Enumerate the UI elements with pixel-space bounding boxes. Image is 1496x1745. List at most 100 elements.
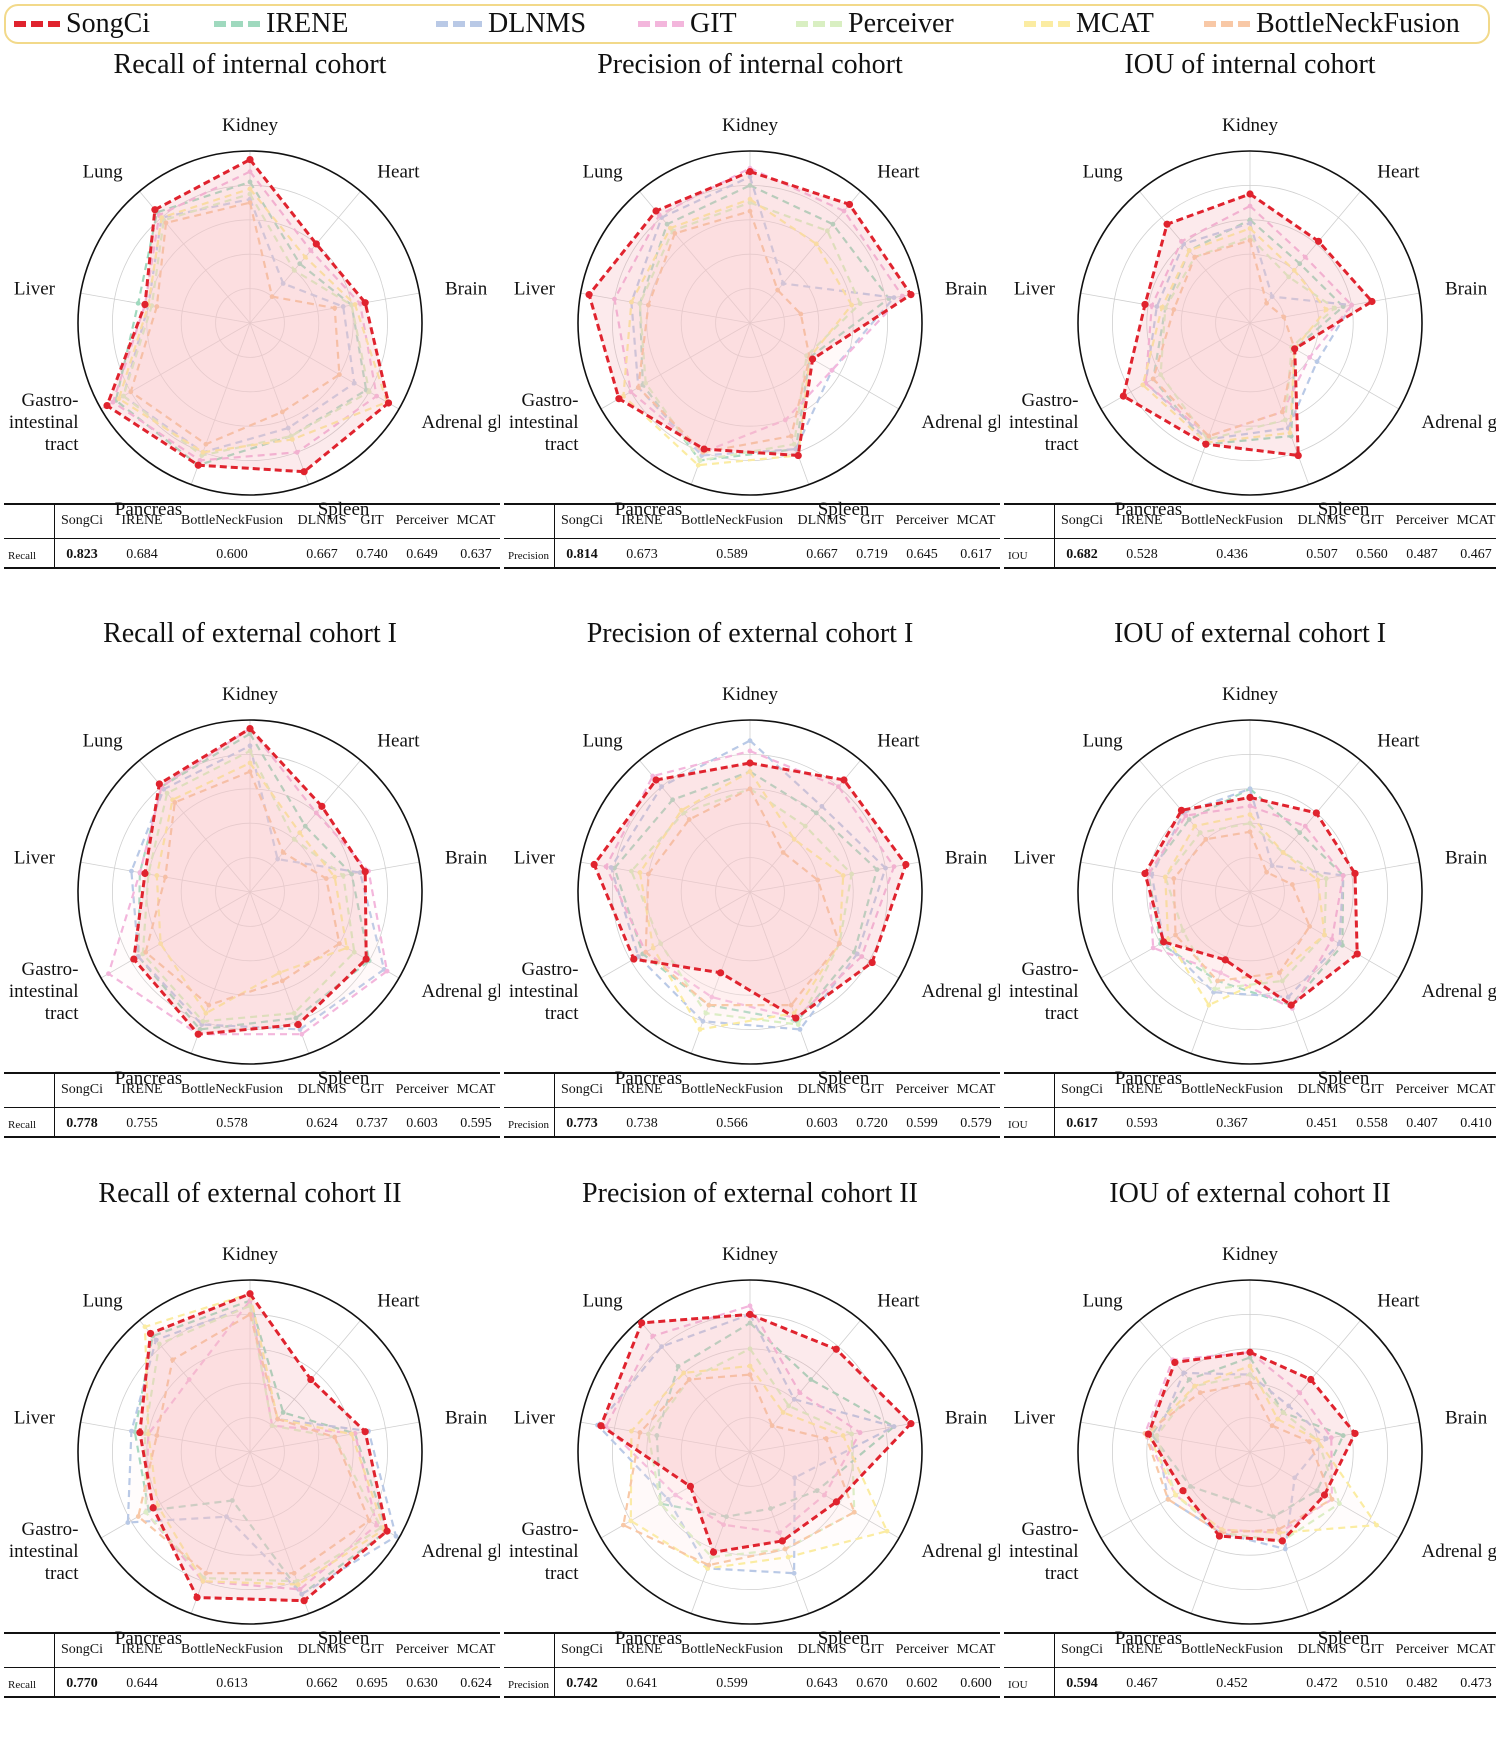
data-point-songci xyxy=(902,860,910,869)
table-header-cell: BottleNeckFusion xyxy=(181,1082,283,1097)
data-point-bottleneckfusion xyxy=(1206,433,1212,439)
table-header-cell: MCAT xyxy=(1456,1082,1496,1097)
table-header-cell: SongCi xyxy=(60,1082,104,1097)
data-point-mcat xyxy=(695,462,701,468)
data-point-perceiver xyxy=(1158,372,1164,377)
table-header-cell: BottleNeckFusion xyxy=(1181,513,1283,528)
series-songci xyxy=(592,761,908,1020)
data-point-songci xyxy=(868,958,876,967)
grid-spoke xyxy=(580,292,751,324)
data-point-git xyxy=(1247,203,1253,209)
table-header-cell: IRENE xyxy=(621,1082,663,1097)
data-point-dlnms xyxy=(1282,1546,1288,1552)
data-point-irene xyxy=(1297,830,1303,836)
legend-label: BottleNeckFusion xyxy=(1256,8,1460,39)
axis-label: Kidney xyxy=(1222,684,1278,705)
data-point-git xyxy=(1349,302,1355,308)
chart-panel: Precision of external cohort II Kidney Hea… xyxy=(500,1177,1000,1737)
radar-outline xyxy=(577,150,923,496)
data-point-git xyxy=(384,968,390,974)
data-point-dlnms xyxy=(747,174,753,180)
series-mcat xyxy=(629,1364,889,1570)
series-perceiver xyxy=(143,1304,383,1583)
series-mcat xyxy=(1141,227,1328,444)
data-point-mcat xyxy=(840,873,846,878)
data-point-songci xyxy=(193,1593,201,1602)
data-point-perceiver xyxy=(658,1501,664,1506)
table-header-cell: SongCi xyxy=(60,513,104,528)
data-point-dlnms xyxy=(792,1475,798,1481)
data-point-mcat xyxy=(1247,1363,1253,1369)
grid-spoke xyxy=(80,292,251,324)
legend-swatch xyxy=(796,21,842,27)
axis-label: Liver xyxy=(14,848,56,869)
table-value-cell: 0.472 xyxy=(1306,1676,1338,1691)
data-point-mcat xyxy=(1275,1416,1281,1422)
table-value-cell: 0.603 xyxy=(806,1116,838,1131)
table-value-cell: 0.578 xyxy=(216,1116,248,1131)
axis-label: Adrenal gland xyxy=(922,1541,1001,1562)
data-point-dlnms xyxy=(1269,863,1275,869)
data-point-bottleneckfusion xyxy=(247,1312,253,1317)
data-point-songci xyxy=(1141,300,1149,309)
chart-title: Recall of internal cohort xyxy=(113,49,387,80)
data-point-git xyxy=(747,748,753,754)
data-point-dlnms xyxy=(129,868,134,874)
data-point-mcat xyxy=(247,760,253,766)
data-point-bottleneckfusion xyxy=(782,1546,788,1552)
table-value-cell: 0.624 xyxy=(306,1116,338,1131)
data-point-songci xyxy=(1320,1491,1329,1499)
table-value-cell: 0.507 xyxy=(1306,547,1338,562)
table-header-cell: BottleNeckFusion xyxy=(1181,1642,1283,1657)
data-point-perceiver xyxy=(645,1431,651,1437)
axis-label: Liver xyxy=(514,848,556,869)
data-point-irene xyxy=(654,1433,660,1438)
table-header-cell: Perceiver xyxy=(395,513,449,528)
grid-spoke xyxy=(580,1421,751,1453)
data-point-bottleneckfusion xyxy=(635,385,641,390)
data-point-git xyxy=(1150,945,1156,951)
axis-label: Adrenal gland xyxy=(422,1541,501,1562)
axis-label: Lung xyxy=(83,730,124,751)
data-point-dlnms xyxy=(393,1533,399,1539)
data-point-songci xyxy=(792,1014,800,1022)
table-value-cell: 0.645 xyxy=(906,547,938,562)
data-point-songci xyxy=(1368,297,1376,306)
data-point-mcat xyxy=(1374,1522,1380,1528)
table-row-label: IOU xyxy=(1008,1119,1028,1131)
chart-title: Recall of external cohort I xyxy=(103,618,397,649)
axis-label: Adrenal gland xyxy=(922,981,1001,1002)
data-point-irene xyxy=(1271,1514,1276,1520)
data-point-dlnms xyxy=(819,803,825,809)
series-dlnms xyxy=(1150,787,1345,999)
grid-spoke xyxy=(1249,1421,1420,1453)
radar-outline xyxy=(1077,719,1423,1065)
data-point-git xyxy=(891,864,897,870)
series-git xyxy=(604,749,896,1020)
data-point-bottleneckfusion xyxy=(291,1570,297,1576)
data-point-songci xyxy=(246,725,254,733)
grid-spoke xyxy=(80,1421,251,1453)
data-point-mcat xyxy=(295,1582,301,1587)
legend-item: GIT xyxy=(638,6,737,42)
legend-swatch xyxy=(214,21,260,27)
data-point-irene xyxy=(724,1514,729,1520)
series-dlnms xyxy=(630,175,896,457)
series-songci xyxy=(587,170,913,457)
table-value-cell: 0.673 xyxy=(626,547,658,562)
data-point-mcat xyxy=(667,225,673,231)
table-value-cell: 0.600 xyxy=(960,1676,992,1691)
series-perceiver xyxy=(630,787,853,1026)
data-point-songci xyxy=(155,780,163,788)
legend-item: IRENE xyxy=(214,6,348,42)
data-point-perceiver xyxy=(200,1018,206,1024)
data-point-irene xyxy=(302,823,308,829)
data-point-bottleneckfusion xyxy=(275,1416,281,1422)
legend-label: GIT xyxy=(690,8,737,39)
table-value-cell: 0.560 xyxy=(1356,547,1388,562)
legend-item: Perceiver xyxy=(796,6,954,42)
table-value-cell: 0.407 xyxy=(1406,1116,1438,1131)
